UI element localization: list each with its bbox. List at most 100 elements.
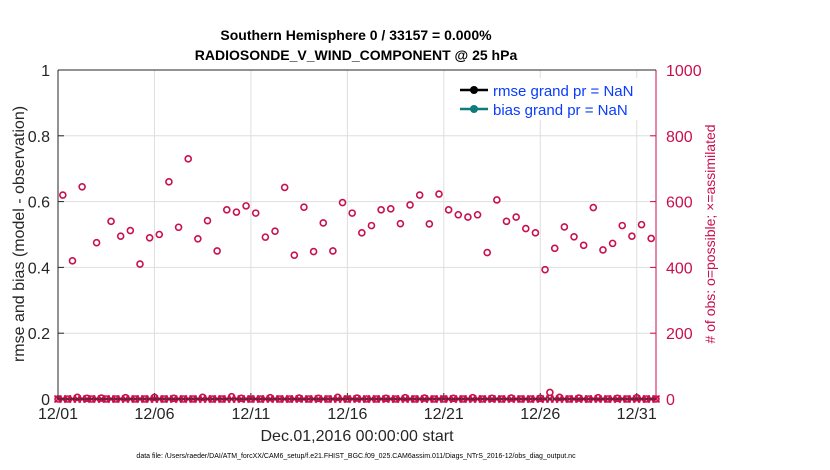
possible-obs-point xyxy=(155,230,164,239)
possible-obs-point xyxy=(83,394,91,403)
legend-rmse-label: rmse grand pr = NaN xyxy=(493,83,633,100)
x-tick-label: 12/21 xyxy=(424,406,464,423)
possible-obs-point xyxy=(377,206,385,214)
right-tick-label: 400 xyxy=(666,260,693,277)
right-axis-label: # of obs: o=possible; ×=assimilated xyxy=(702,124,718,343)
possible-obs-point xyxy=(213,247,221,255)
possible-obs-point xyxy=(280,183,289,192)
possible-obs-point xyxy=(618,221,627,230)
possible-obs-point xyxy=(589,203,598,212)
possible-obs-point xyxy=(449,394,458,403)
left-axis-label: rmse and bias (model - observation) xyxy=(11,106,28,362)
possible-obs-point xyxy=(136,260,144,268)
possible-obs-point xyxy=(425,220,434,228)
possible-obs-point xyxy=(531,229,540,237)
possible-obs-point xyxy=(121,393,130,402)
possible-obs-point xyxy=(169,394,178,403)
possible-obs-point xyxy=(68,257,77,265)
possible-obs-point xyxy=(184,155,193,163)
possible-obs-point xyxy=(145,233,154,242)
possible-obs-point xyxy=(536,394,545,403)
left-tick-label: 0.4 xyxy=(28,260,50,277)
legend-box xyxy=(456,78,646,120)
possible-obs-point xyxy=(628,232,636,240)
possible-obs-point xyxy=(198,393,207,402)
x-tick-label: 12/26 xyxy=(520,406,560,423)
possible-obs-point xyxy=(174,223,183,232)
possible-obs-point xyxy=(300,203,308,211)
possible-obs-point xyxy=(59,191,67,199)
possible-obs-point xyxy=(353,394,361,402)
possible-obs-point xyxy=(382,394,390,403)
possible-obs-point xyxy=(348,209,356,217)
possible-obs-point xyxy=(613,394,622,403)
possible-obs-point xyxy=(541,265,549,274)
possible-obs-point xyxy=(73,393,82,402)
right-tick-label: 0 xyxy=(666,392,675,409)
left-tick-label: 0.6 xyxy=(28,195,50,212)
possible-obs-point xyxy=(237,394,246,403)
possible-obs-point xyxy=(579,241,588,250)
x-tick-label: 12/31 xyxy=(617,406,657,423)
possible-obs-point xyxy=(444,206,453,214)
possible-obs-point xyxy=(290,251,299,260)
possible-obs-point xyxy=(232,208,241,216)
data-file-footnote: data file: /Users/raeder/DAI/ATM_forcXX/… xyxy=(136,453,576,460)
possible-obs-point xyxy=(483,248,492,257)
possible-obs-point xyxy=(637,220,646,229)
possible-obs-point xyxy=(560,223,569,231)
left-tick-label: 0 xyxy=(41,392,50,409)
right-tick-label: 200 xyxy=(666,326,693,343)
possible-obs-point xyxy=(203,216,212,225)
possible-obs-point xyxy=(521,224,530,233)
plot-area xyxy=(58,70,656,399)
possible-obs-point xyxy=(632,393,641,402)
possible-obs-point xyxy=(512,213,520,221)
possible-obs-point xyxy=(242,202,250,210)
possible-obs-point xyxy=(507,394,516,402)
possible-obs-point xyxy=(367,221,376,230)
possible-obs-point xyxy=(396,219,405,228)
possible-obs-point xyxy=(599,246,607,254)
possible-obs-point xyxy=(309,247,318,256)
possible-obs-point xyxy=(338,198,347,207)
possible-obs-point xyxy=(165,178,173,186)
possible-obs-point xyxy=(570,233,578,241)
possible-obs-point xyxy=(420,394,429,402)
possible-obs-point xyxy=(468,393,477,402)
possible-obs-point xyxy=(647,234,655,243)
possible-obs-point xyxy=(550,244,559,253)
possible-obs-point xyxy=(555,393,564,402)
possible-obs-point xyxy=(92,238,101,247)
possible-obs-point xyxy=(406,201,414,209)
possible-obs-point xyxy=(295,394,303,402)
chart-title-line1: Southern Hemisphere 0 / 33157 = 0.000% xyxy=(220,27,492,43)
possible-obs-point xyxy=(493,196,501,204)
left-tick-label: 0.2 xyxy=(28,326,50,343)
axis-ticks: 0 0.2 0.4 0.6 0.8 1 0 200 400 600 800 1000 12/01 12/0… xyxy=(28,63,702,423)
possible-obs-point xyxy=(386,205,395,213)
possible-obs-point xyxy=(97,394,106,402)
possible-obs-point xyxy=(333,393,342,402)
possible-obs-point xyxy=(329,247,337,255)
possible-obs-point xyxy=(222,206,231,214)
possible-obs-point xyxy=(464,213,472,221)
possible-obs-point xyxy=(150,393,159,402)
possible-obs-point xyxy=(227,392,236,401)
possible-obs-point xyxy=(261,233,270,241)
x-tick-label: 12/01 xyxy=(38,406,78,423)
chart-title-line2: RADIOSONDE_V_WIND_COMPONENT @ 25 hPa xyxy=(195,47,518,63)
possible-obs-point xyxy=(271,227,279,236)
possible-obs-point xyxy=(266,393,274,402)
possible-obs-point xyxy=(319,219,328,227)
possible-obs-point xyxy=(401,393,410,402)
possible-obs-point xyxy=(415,191,424,199)
possible-obs-point xyxy=(473,210,482,219)
legend-bias-marker xyxy=(470,105,478,113)
possible-obs-point xyxy=(107,217,115,226)
possible-obs-point xyxy=(608,239,617,248)
possible-obs-point xyxy=(126,226,135,235)
x-tick-label: 12/06 xyxy=(134,406,174,423)
possible-obs-point xyxy=(575,394,583,402)
